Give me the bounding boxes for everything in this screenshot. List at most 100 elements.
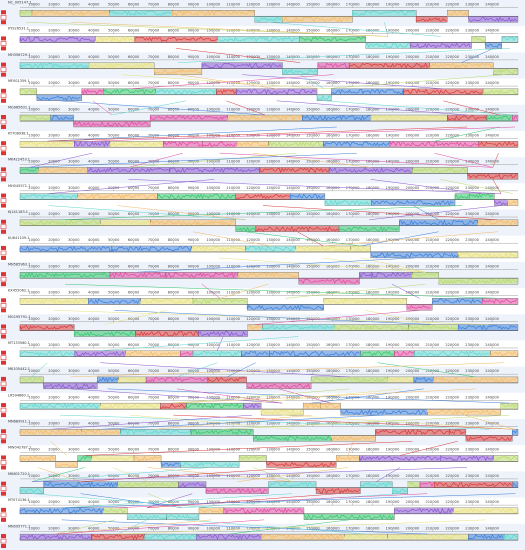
track-button[interactable] xyxy=(0,381,7,387)
track-button[interactable] xyxy=(0,14,7,20)
track-button[interactable] xyxy=(1,465,6,470)
track-button[interactable] xyxy=(0,41,7,46)
track-button[interactable] xyxy=(1,219,6,224)
similarity-profile xyxy=(268,141,324,148)
track-button[interactable] xyxy=(1,324,6,329)
ruler-label: 240000 xyxy=(485,526,499,530)
ruler-label: 120000 xyxy=(246,29,260,33)
track-button[interactable] xyxy=(0,407,7,413)
ruler-label: 240000 xyxy=(485,107,499,111)
ruler-label: 60000 xyxy=(128,395,140,399)
track-button[interactable] xyxy=(1,534,6,539)
track-button[interactable] xyxy=(0,433,7,439)
similarity-profile xyxy=(192,350,242,357)
genome-track: KJ141183.1 10000 20000 30000 40000 50000 60000… xyxy=(0,209,525,236)
track-button[interactable] xyxy=(1,98,6,103)
similarity-profile xyxy=(494,199,507,206)
ruler-label: 180000 xyxy=(366,133,380,137)
lcb-block xyxy=(100,402,161,410)
track-button[interactable] xyxy=(1,272,6,277)
similarity-profile xyxy=(19,115,51,121)
ruler-label: 100000 xyxy=(206,369,220,373)
track-button[interactable] xyxy=(1,177,6,182)
lcb-connector xyxy=(59,100,265,116)
track-button[interactable] xyxy=(1,115,6,119)
track-button[interactable] xyxy=(0,276,7,282)
track-button[interactable] xyxy=(1,10,6,15)
track-button[interactable] xyxy=(1,167,6,172)
ruler-label: 10000 xyxy=(28,107,40,111)
track-button[interactable] xyxy=(0,512,7,518)
track-button[interactable] xyxy=(1,376,6,381)
track-button[interactable] xyxy=(1,386,6,391)
track-button[interactable] xyxy=(1,517,6,522)
track-button[interactable] xyxy=(1,360,6,365)
track-button[interactable] xyxy=(0,460,7,465)
track-button[interactable] xyxy=(1,334,6,339)
genome-track: MG065631.110000 20000 30000 40000 50000 60000… xyxy=(0,104,525,131)
track-button[interactable] xyxy=(1,491,6,496)
similarity-profile xyxy=(19,88,37,95)
lcb-connector xyxy=(227,362,256,378)
track-button[interactable] xyxy=(1,141,6,146)
track-button[interactable] xyxy=(1,298,6,303)
track-button[interactable] xyxy=(1,46,6,51)
track-button[interactable] xyxy=(0,538,7,544)
similarity-profile xyxy=(507,199,517,205)
track-button[interactable] xyxy=(1,350,6,355)
track-button[interactable] xyxy=(1,507,6,512)
track-button[interactable] xyxy=(1,36,6,41)
track-button[interactable] xyxy=(0,67,7,72)
genome-track: LR594660.1 10000 20000 30000 40000 50000 60000… xyxy=(0,393,519,418)
track-button[interactable] xyxy=(1,481,6,486)
track-button[interactable] xyxy=(1,203,6,208)
track-button[interactable] xyxy=(1,282,6,287)
ruler-label: 100000 xyxy=(206,3,220,7)
ruler-label: 200000 xyxy=(406,448,420,452)
track-button[interactable] xyxy=(0,172,7,177)
similarity-profile xyxy=(310,376,388,383)
similarity-profile xyxy=(168,167,260,174)
track-button[interactable] xyxy=(1,429,6,434)
track-button[interactable] xyxy=(1,20,6,25)
track-button[interactable] xyxy=(1,193,6,198)
track-button[interactable] xyxy=(1,308,6,313)
track-button[interactable] xyxy=(1,62,6,67)
track-button[interactable] xyxy=(1,125,6,129)
similarity-profile xyxy=(477,219,518,226)
track-button[interactable] xyxy=(1,403,6,408)
track-button[interactable] xyxy=(1,255,6,260)
track-button[interactable] xyxy=(1,544,6,549)
track-button[interactable] xyxy=(0,119,7,125)
track-button[interactable] xyxy=(1,413,6,418)
track-button[interactable] xyxy=(1,229,6,234)
track-button[interactable] xyxy=(0,486,7,491)
similarity-profile xyxy=(446,10,469,17)
track-button[interactable] xyxy=(1,72,6,77)
lcb-connector xyxy=(222,414,510,430)
track-button[interactable] xyxy=(0,224,7,230)
track-button[interactable] xyxy=(1,151,6,156)
track-button[interactable] xyxy=(0,93,7,99)
track-button[interactable] xyxy=(0,198,7,203)
track-button[interactable] xyxy=(1,455,6,460)
track-button[interactable] xyxy=(1,245,6,250)
similarity-profile xyxy=(467,173,518,180)
ruler-label: 210000 xyxy=(425,526,439,530)
ruler-label: 130000 xyxy=(266,448,280,452)
ruler-label: 210000 xyxy=(425,186,439,190)
track-button[interactable] xyxy=(1,439,6,444)
genome-track: MK422453.1100002000030000400005000060000… xyxy=(0,157,525,184)
similarity-profile xyxy=(338,225,400,233)
similarity-profile xyxy=(19,36,96,43)
track-button[interactable] xyxy=(0,250,7,256)
track-button[interactable] xyxy=(1,88,6,93)
track-button[interactable] xyxy=(0,355,7,361)
ruler-label: 70000 xyxy=(148,317,160,321)
track-button[interactable] xyxy=(0,145,7,151)
track-button[interactable] xyxy=(0,303,7,308)
genome-name: KJ141183.1 xyxy=(8,210,28,214)
ruler-label: 60000 xyxy=(128,291,140,295)
track-button[interactable] xyxy=(0,329,7,334)
ruler-label: 240000 xyxy=(485,500,499,504)
